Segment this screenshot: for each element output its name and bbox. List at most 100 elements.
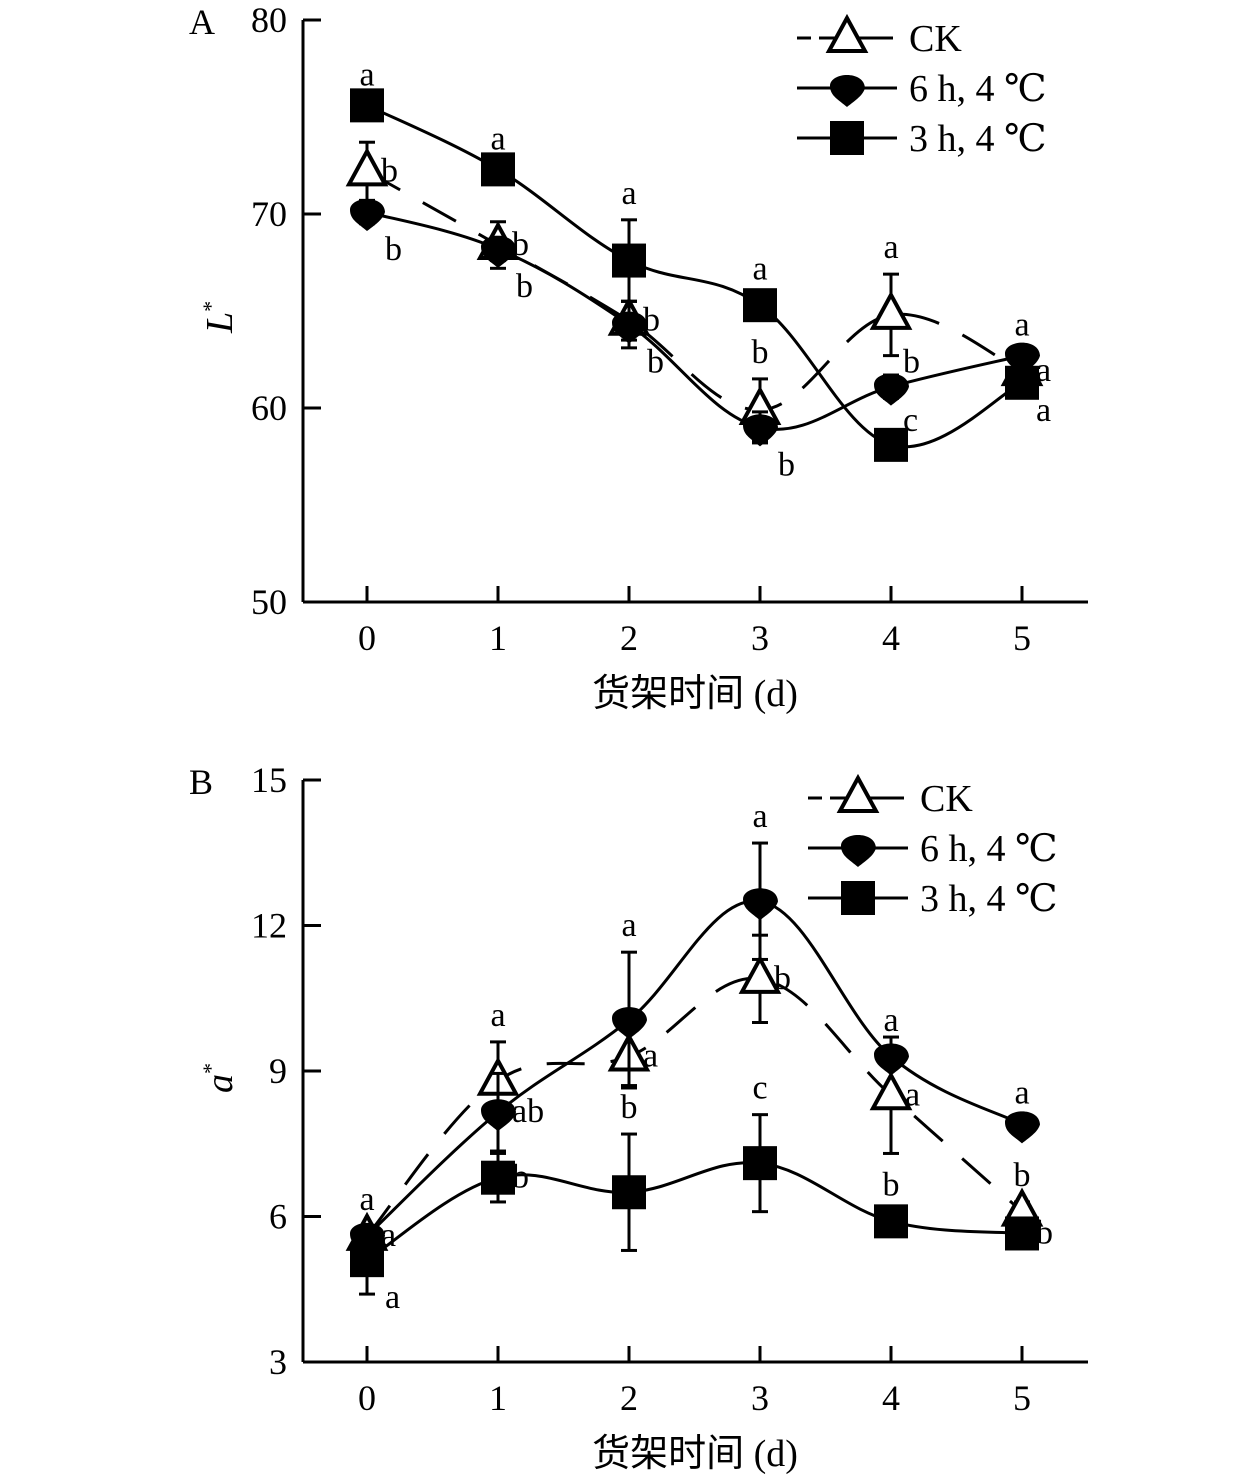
significance-letter: c bbox=[903, 402, 918, 439]
significance-letter: a bbox=[381, 1217, 396, 1254]
x-tick-label: 0 bbox=[358, 618, 376, 658]
legend-label: 6 h, 4 ℃ bbox=[920, 828, 1058, 870]
data-point bbox=[869, 1071, 913, 1111]
significance-letter: b bbox=[643, 302, 660, 339]
significance-letter: a bbox=[643, 1037, 658, 1074]
series-line bbox=[365, 976, 1023, 1237]
legend-label: 3 h, 4 ℃ bbox=[920, 878, 1058, 920]
significance-letter: a bbox=[359, 56, 374, 93]
legend-marker bbox=[830, 75, 865, 107]
data-point bbox=[738, 954, 782, 994]
y-tick-label: 50 bbox=[251, 582, 287, 622]
legend-label: 3 h, 4 ℃ bbox=[909, 118, 1047, 160]
data-point bbox=[481, 1160, 515, 1195]
significance-letter: a bbox=[1036, 392, 1051, 429]
legend-label: CK bbox=[920, 778, 973, 820]
significance-letter: a bbox=[883, 229, 898, 266]
y-tick-label: 12 bbox=[251, 906, 287, 946]
data-point bbox=[481, 1099, 516, 1132]
legend-label: CK bbox=[909, 18, 962, 60]
data-point bbox=[874, 373, 909, 406]
data-point bbox=[874, 1204, 908, 1239]
significance-letter: b bbox=[621, 1089, 638, 1126]
y-tick-label: 80 bbox=[251, 0, 287, 40]
legend: CK 6 h, 4 ℃ 3 h, 4 ℃ bbox=[808, 773, 1058, 920]
y-axis-label: L* bbox=[198, 301, 241, 334]
data-point bbox=[612, 1007, 647, 1040]
significance-letter: b bbox=[512, 1159, 529, 1196]
significance-letter: b bbox=[1036, 1214, 1053, 1251]
panel-label: B bbox=[189, 762, 213, 802]
significance-letter: a bbox=[752, 250, 767, 287]
significance-letter: a bbox=[490, 997, 505, 1034]
significance-letter: b bbox=[903, 344, 920, 381]
data-point bbox=[874, 1043, 909, 1076]
x-tick-label: 3 bbox=[751, 1378, 769, 1418]
y-tick-label: 6 bbox=[269, 1197, 287, 1237]
data-point bbox=[743, 414, 778, 447]
series-line bbox=[365, 899, 1023, 1237]
significance-letter: a bbox=[883, 1002, 898, 1039]
x-tick-label: 3 bbox=[751, 618, 769, 658]
panel-label: A bbox=[189, 2, 215, 42]
data-point bbox=[481, 152, 515, 187]
data-point bbox=[1005, 1111, 1040, 1144]
y-axis-label-sup: * bbox=[198, 301, 223, 312]
significance-letter: b bbox=[647, 344, 664, 381]
data-point bbox=[743, 288, 777, 323]
x-tick-label: 4 bbox=[882, 1378, 900, 1418]
data-point bbox=[481, 235, 516, 268]
data-point bbox=[345, 147, 389, 187]
y-tick-label: 3 bbox=[269, 1342, 287, 1382]
significance-letter: ab bbox=[512, 1093, 544, 1130]
x-tick-label: 4 bbox=[882, 618, 900, 658]
significance-letter: a bbox=[621, 175, 636, 212]
series-line bbox=[366, 210, 1023, 431]
significance-letter: b bbox=[512, 226, 529, 263]
significance-letter: b bbox=[778, 446, 795, 483]
significance-letter: a bbox=[752, 798, 767, 835]
y-tick-label: 60 bbox=[251, 388, 287, 428]
series-line bbox=[366, 170, 1023, 412]
significance-letter: a bbox=[905, 1076, 920, 1113]
significance-letter: a bbox=[359, 1181, 374, 1218]
data-point bbox=[1005, 1216, 1039, 1251]
y-axis-label-sup: * bbox=[198, 1063, 223, 1074]
data-point bbox=[869, 290, 913, 330]
significance-letter: a bbox=[1014, 307, 1029, 344]
data-point bbox=[612, 311, 647, 344]
data-point bbox=[612, 243, 646, 278]
x-tick-label: 5 bbox=[1013, 618, 1031, 658]
data-point bbox=[350, 1243, 384, 1278]
y-tick-label: 15 bbox=[251, 760, 287, 800]
significance-letter: b bbox=[381, 152, 398, 189]
significance-letter: a bbox=[490, 121, 505, 158]
data-point bbox=[743, 1146, 777, 1181]
legend-marker bbox=[830, 121, 864, 155]
legend-marker bbox=[841, 881, 875, 915]
x-tick-label: 0 bbox=[358, 1378, 376, 1418]
data-point bbox=[743, 888, 778, 921]
data-point bbox=[350, 199, 385, 232]
legend-label: 6 h, 4 ℃ bbox=[909, 68, 1047, 110]
series-line bbox=[366, 1161, 1023, 1262]
legend-marker bbox=[825, 13, 869, 53]
significance-letter: b bbox=[752, 334, 769, 371]
significance-letter: a bbox=[1014, 1075, 1029, 1112]
legend: CK 6 h, 4 ℃ 3 h, 4 ℃ bbox=[797, 13, 1047, 160]
data-point bbox=[1005, 365, 1039, 400]
x-tick-label: 1 bbox=[489, 618, 507, 658]
significance-letter: a bbox=[1036, 352, 1051, 389]
data-point bbox=[874, 427, 908, 462]
significance-letter: a bbox=[621, 907, 636, 944]
x-tick-label: 2 bbox=[620, 1378, 638, 1418]
legend-marker bbox=[841, 835, 876, 867]
